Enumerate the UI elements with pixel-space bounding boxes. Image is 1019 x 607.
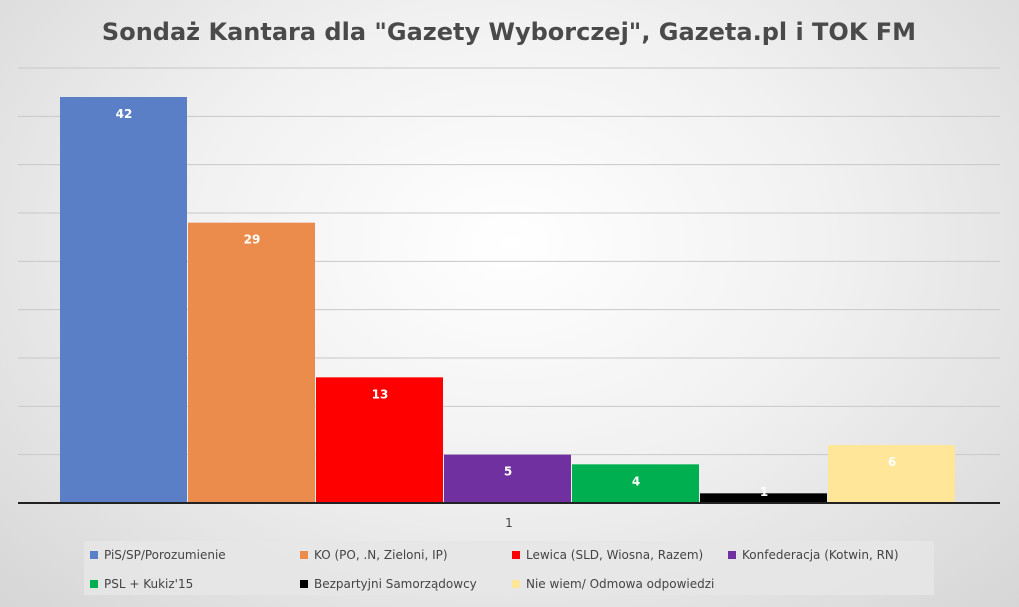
data-label-5: 1	[760, 485, 768, 499]
legend-item-2: Lewica (SLD, Wiosna, Razem)	[512, 548, 703, 562]
legend-swatch	[512, 551, 520, 559]
legend-swatch	[728, 551, 736, 559]
data-label-6: 6	[888, 455, 896, 469]
bars	[60, 97, 955, 503]
data-labels: 42 29 13 5 4 1 6	[116, 107, 897, 499]
legend-swatch	[300, 580, 308, 588]
legend-label: KO (PO, .N, Zieloni, IP)	[314, 548, 448, 562]
legend-label: Bezpartyjni Samorządowcy	[314, 577, 477, 591]
legend: PiS/SP/Porozumienie KO (PO, .N, Zieloni, …	[84, 541, 934, 595]
legend-swatch	[300, 551, 308, 559]
legend-label: Nie wiem/ Odmowa odpowiedzi	[526, 577, 715, 591]
legend-item-5: Bezpartyjni Samorządowcy	[300, 577, 477, 591]
bar-0	[60, 97, 187, 503]
bar-3	[444, 454, 571, 503]
data-label-0: 42	[116, 107, 133, 121]
bar-5	[700, 493, 827, 503]
data-label-3: 5	[504, 465, 512, 479]
legend-swatch	[512, 580, 520, 588]
bar-2	[316, 377, 443, 503]
x-tick-label: 1	[505, 516, 513, 530]
legend-label: Konfederacja (Kotwin, RN)	[742, 548, 899, 562]
legend-label: Lewica (SLD, Wiosna, Razem)	[526, 548, 704, 562]
data-label-1: 29	[244, 233, 261, 247]
data-label-4: 4	[632, 474, 640, 488]
legend-swatch	[90, 551, 98, 559]
chart-title: Sondaż Kantara dla "Gazety Wyborczej", G…	[102, 18, 916, 46]
legend-item-6: Nie wiem/ Odmowa odpowiedzi	[512, 577, 714, 591]
legend-item-4: PSL + Kukiz'15	[90, 577, 193, 591]
legend-swatch	[90, 580, 98, 588]
data-label-2: 13	[372, 387, 389, 401]
bar-1	[188, 222, 315, 503]
legend-item-1: KO (PO, .N, Zieloni, IP)	[300, 548, 448, 562]
legend-label: PiS/SP/Porozumienie	[104, 548, 226, 562]
bar-4	[572, 464, 699, 503]
legend-item-3: Konfederacja (Kotwin, RN)	[728, 548, 899, 562]
legend-label: PSL + Kukiz'15	[104, 577, 194, 591]
legend-item-0: PiS/SP/Porozumienie	[90, 548, 226, 562]
bar-6	[828, 445, 955, 503]
